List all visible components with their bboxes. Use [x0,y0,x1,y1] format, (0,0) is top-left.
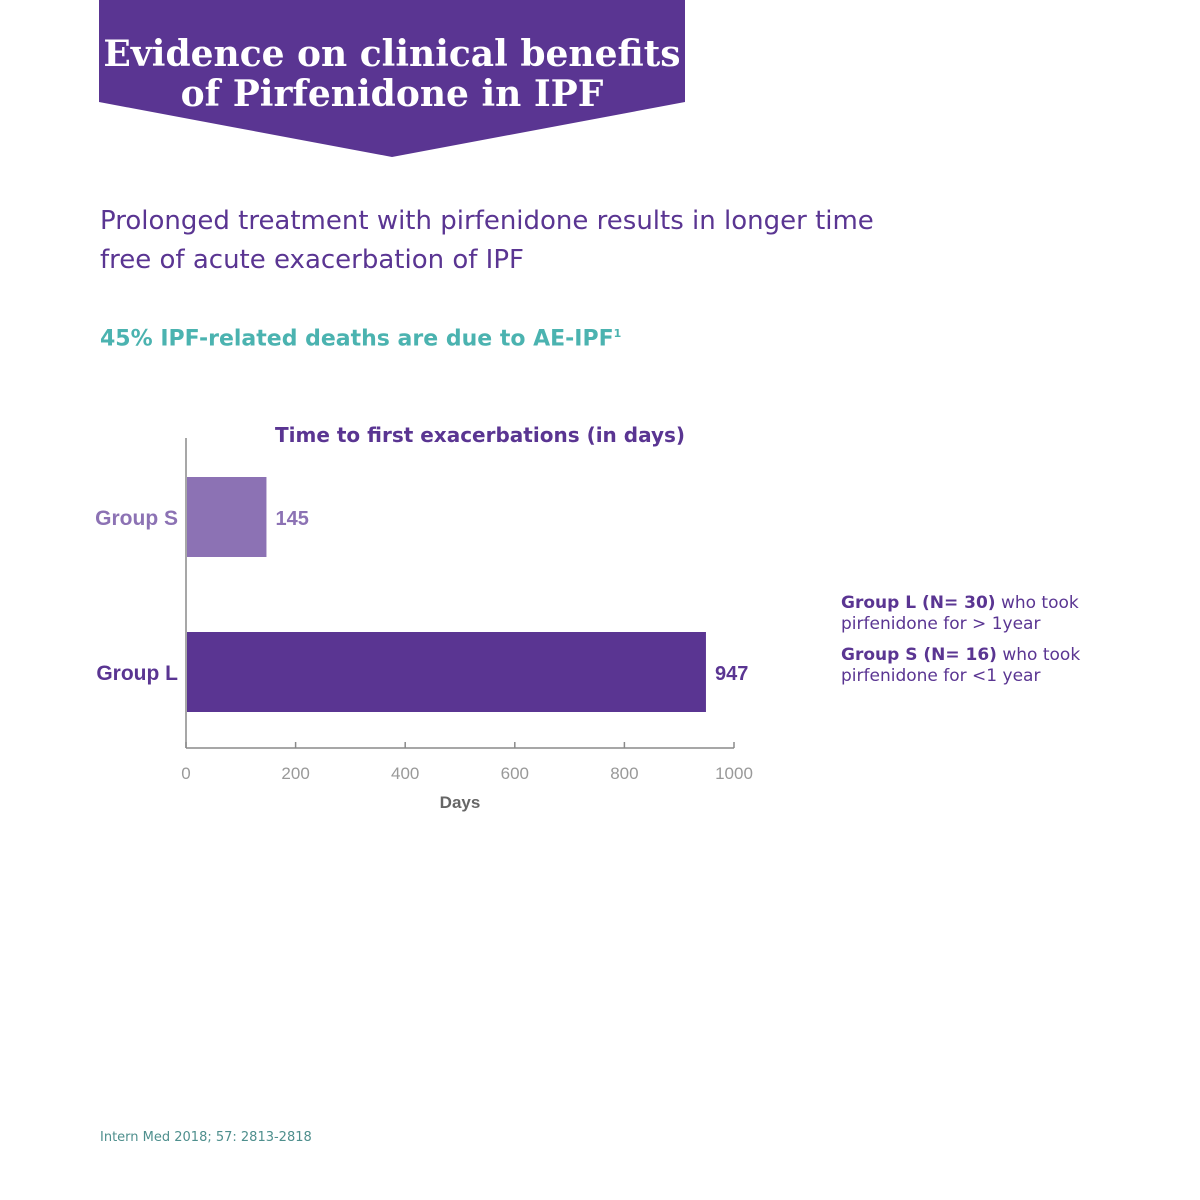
subtitle-line-1: Prolonged treatment with pirfenidone res… [100,206,874,236]
legend-entry-group-s: Group S (N= 16) who took pirfenidone for… [841,645,1141,687]
reference-footnote: Intern Med 2018; 57: 2813-2818 [100,1130,312,1145]
legend-entry-label: Group S (N= 16) [841,645,997,665]
x-tick-label: 200 [281,764,309,783]
legend-entry-text: pirfenidone for <1 year [841,666,1041,686]
x-tick-label: 400 [391,764,419,783]
chart-legend: Group L (N= 30) who took pirfenidone for… [841,593,1141,697]
highlight-text: 45% IPF-related deaths are due to AE-IPF [100,326,614,352]
data-label: 947 [715,663,748,685]
banner-title-line-2: of Pirfenidone in IPF [180,73,604,115]
x-tick-label: 1000 [715,764,753,783]
legend-entry-group-l: Group L (N= 30) who took pirfenidone for… [841,593,1141,635]
subtitle: Prolonged treatment with pirfenidone res… [100,202,1000,280]
chart-title: Time to first exacerbations (in days) [275,423,685,447]
legend-entry-label: Group L (N= 30) [841,593,996,613]
bar [187,632,706,712]
subtitle-line-2: free of acute exacerbation of IPF [100,245,524,275]
x-tick-label: 800 [610,764,638,783]
highlight-reference: 1 [613,327,622,340]
legend-entry-text: who took [1000,593,1079,613]
banner-title-line-1: Evidence on clinical benefits [103,33,681,75]
category-label: Group L [96,662,178,685]
banner-title: Evidence on clinical benefits of Pirfeni… [99,34,685,114]
category-label: Group S [95,507,178,530]
x-tick-label: 600 [501,764,529,783]
x-axis-label: Days [440,793,481,812]
legend-entry-text: pirfenidone for > 1year [841,614,1041,634]
data-label: 145 [275,508,308,530]
legend-entry-text: who took [1002,645,1081,665]
highlight-statistic: 45% IPF-related deaths are due to AE-IPF… [100,318,621,355]
x-tick-label: 0 [181,764,190,783]
bar [187,477,267,557]
